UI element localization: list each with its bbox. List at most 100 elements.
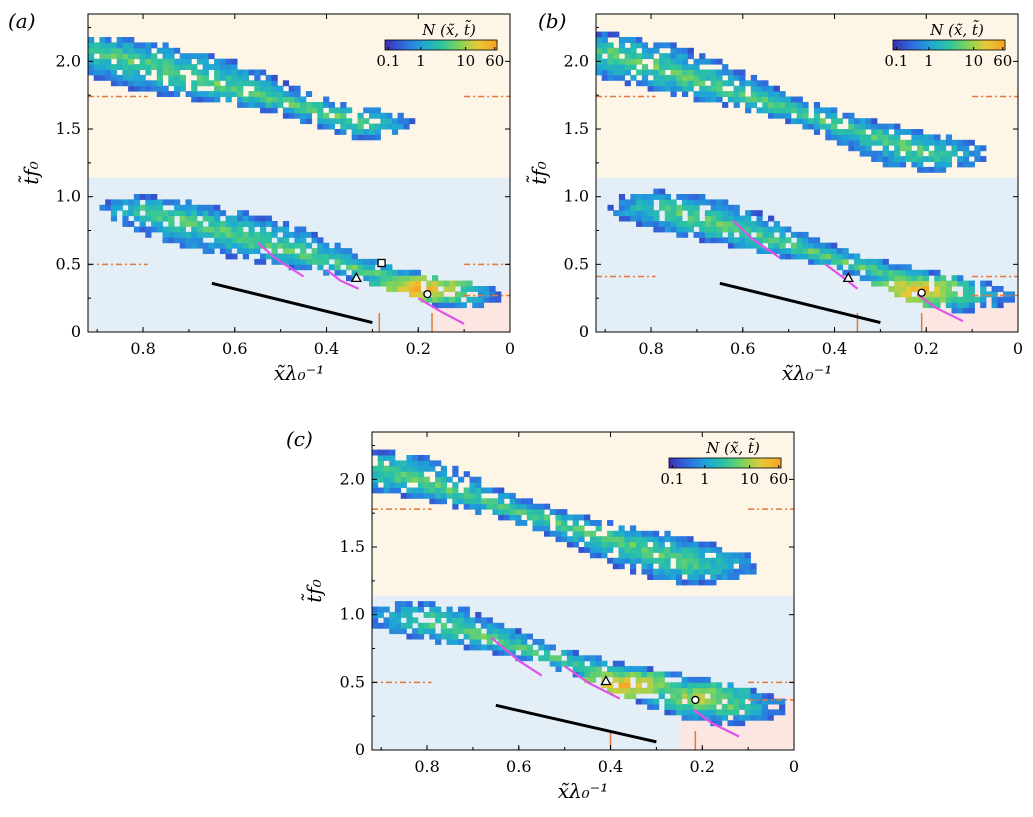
heatmap-cell: [894, 134, 901, 141]
heatmap-cell: [756, 231, 763, 238]
heatmap-cell: [277, 242, 284, 249]
heatmap-cell: [475, 639, 482, 645]
heatmap-cell: [202, 58, 209, 65]
heatmap-cell: [951, 150, 958, 157]
heatmap-cell: [750, 210, 757, 217]
heatmap-cell: [653, 682, 660, 689]
heatmap-cell: [831, 112, 838, 119]
heatmap-cell: [168, 69, 175, 76]
heatmap-cell: [452, 633, 459, 640]
heatmap-cell: [618, 204, 626, 211]
heatmap-cell: [911, 150, 918, 157]
heatmap-cell: [168, 237, 175, 244]
heatmap-cell: [957, 156, 964, 162]
heatmap-cell: [882, 269, 889, 276]
heatmap-cell: [722, 64, 729, 70]
heatmap-cell: [768, 102, 775, 108]
heatmap-cell: [865, 145, 872, 152]
heatmap-cell: [859, 139, 866, 146]
y-tick-label: 1.5: [56, 119, 81, 138]
heatmap-cell: [294, 85, 301, 92]
heatmap-cell: [687, 204, 694, 211]
heatmap-cell: [710, 74, 717, 81]
heatmap-cell: [305, 231, 313, 238]
heatmap-cell: [882, 139, 889, 146]
heatmap-cell: [463, 487, 470, 494]
colorbar-segment: [407, 40, 411, 50]
heatmap-cell: [423, 601, 430, 607]
heatmap-cell: [394, 471, 402, 478]
heatmap-cell: [768, 96, 775, 103]
heatmap-cell: [698, 704, 705, 710]
heatmap-cell: [544, 649, 551, 656]
heatmap-cell: [538, 655, 545, 662]
heatmap-cell: [636, 194, 643, 200]
heatmap-cell: [265, 107, 272, 114]
heatmap-cell: [710, 568, 717, 575]
heatmap-cell: [483, 291, 490, 298]
heatmap-cell: [624, 204, 631, 211]
heatmap-cell: [486, 639, 493, 645]
heatmap-cell: [790, 102, 798, 108]
heatmap-cell: [515, 503, 522, 510]
heatmap-cell: [664, 80, 671, 87]
heatmap-cell: [842, 129, 849, 135]
heatmap-cell: [369, 134, 376, 141]
heatmap-cell: [282, 226, 290, 233]
heatmap-cell: [446, 606, 453, 613]
heatmap-cell: [693, 96, 700, 103]
heatmap-cell: [214, 91, 221, 97]
triangle-marker: [842, 272, 854, 283]
colorbar-segment: [441, 40, 445, 50]
heatmap-cell: [721, 709, 728, 716]
heatmap-cell: [790, 242, 798, 249]
heatmap-cell: [911, 280, 918, 287]
heatmap-cell: [877, 275, 884, 282]
heatmap-cell: [682, 74, 689, 81]
heatmap-cell: [630, 58, 637, 65]
heatmap-cell: [773, 226, 780, 233]
heatmap-cell: [888, 275, 895, 282]
heatmap-cell: [928, 296, 935, 303]
heatmap-cell: [848, 118, 855, 125]
heatmap-cell: [128, 37, 135, 43]
heatmap-cell: [191, 226, 198, 233]
heatmap-cell: [377, 455, 384, 461]
heatmap-cell: [653, 194, 660, 200]
heatmap-cell: [859, 118, 866, 125]
heatmap-cell: [802, 102, 809, 108]
heatmap-cell: [911, 161, 918, 168]
heatmap-cell: [704, 91, 712, 97]
heatmap-cell: [722, 226, 729, 233]
heatmap-cell: [231, 85, 238, 92]
heatmap-cell: [242, 102, 249, 108]
heatmap-cell: [785, 226, 792, 233]
heatmap-cell: [888, 123, 895, 130]
heatmap-cell: [739, 568, 746, 575]
heatmap-cell: [905, 280, 912, 287]
heatmap-cell: [905, 275, 912, 282]
colorbar-label: N (x̃, t̃): [929, 20, 984, 39]
heatmap-cell: [475, 498, 482, 505]
heatmap-cell: [469, 622, 476, 629]
heatmap-cell: [377, 487, 384, 494]
heatmap-cell: [607, 682, 614, 689]
heatmap-cell: [185, 215, 192, 222]
heatmap-cell: [698, 714, 705, 721]
heatmap-cell: [630, 194, 637, 200]
colorbar-segment: [951, 40, 956, 50]
heatmap-cell: [675, 552, 683, 559]
colorbar-segment: [488, 40, 492, 50]
colorbar-label: N (x̃, t̃): [705, 438, 760, 457]
heatmap-cell: [372, 465, 379, 472]
heatmap-cell: [429, 612, 436, 618]
x-axis-label: x̃λ₀⁻¹: [274, 361, 325, 385]
heatmap-cell: [687, 69, 694, 76]
heatmap-cell: [618, 525, 625, 532]
heatmap-cell: [854, 269, 861, 276]
heatmap-cell: [641, 64, 649, 70]
heatmap-cell: [722, 204, 729, 211]
heatmap-cell: [469, 498, 476, 505]
heatmap-cell: [521, 520, 528, 526]
heatmap-cell: [294, 264, 301, 271]
